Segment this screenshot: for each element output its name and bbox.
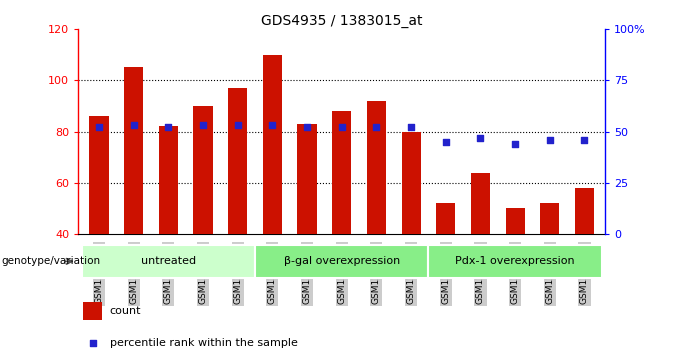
FancyBboxPatch shape: [255, 245, 428, 278]
Bar: [194, 106, 213, 234]
Point: [129, 123, 139, 129]
Text: Pdx-1 overexpression: Pdx-1 overexpression: [455, 256, 575, 266]
Point: [87, 340, 98, 346]
Point: [579, 137, 590, 143]
Point: [198, 123, 209, 129]
Bar: [540, 203, 559, 234]
FancyBboxPatch shape: [428, 245, 602, 278]
FancyBboxPatch shape: [82, 245, 255, 278]
Bar: [471, 172, 490, 234]
Point: [371, 125, 381, 130]
Text: untreated: untreated: [141, 256, 196, 266]
Bar: [505, 208, 524, 234]
Point: [94, 125, 105, 130]
Point: [405, 125, 416, 130]
Bar: [263, 55, 282, 234]
Text: percentile rank within the sample: percentile rank within the sample: [110, 338, 298, 348]
Point: [336, 125, 347, 130]
Bar: [90, 116, 109, 234]
Bar: [401, 131, 420, 234]
Bar: [84, 302, 102, 320]
Bar: [228, 88, 248, 234]
Bar: [159, 126, 178, 234]
Point: [475, 135, 486, 140]
Bar: [367, 101, 386, 234]
Bar: [436, 203, 455, 234]
Point: [544, 137, 555, 143]
Bar: [124, 68, 143, 234]
Bar: [575, 188, 594, 234]
Text: count: count: [110, 306, 141, 316]
Point: [302, 125, 313, 130]
Title: GDS4935 / 1383015_at: GDS4935 / 1383015_at: [261, 14, 422, 28]
Point: [509, 141, 520, 147]
Bar: [332, 111, 352, 234]
Point: [267, 123, 278, 129]
Text: genotype/variation: genotype/variation: [1, 256, 101, 266]
Bar: [297, 124, 317, 234]
Point: [163, 125, 174, 130]
Point: [233, 123, 243, 129]
Point: [440, 139, 451, 145]
Text: β-gal overexpression: β-gal overexpression: [284, 256, 400, 266]
